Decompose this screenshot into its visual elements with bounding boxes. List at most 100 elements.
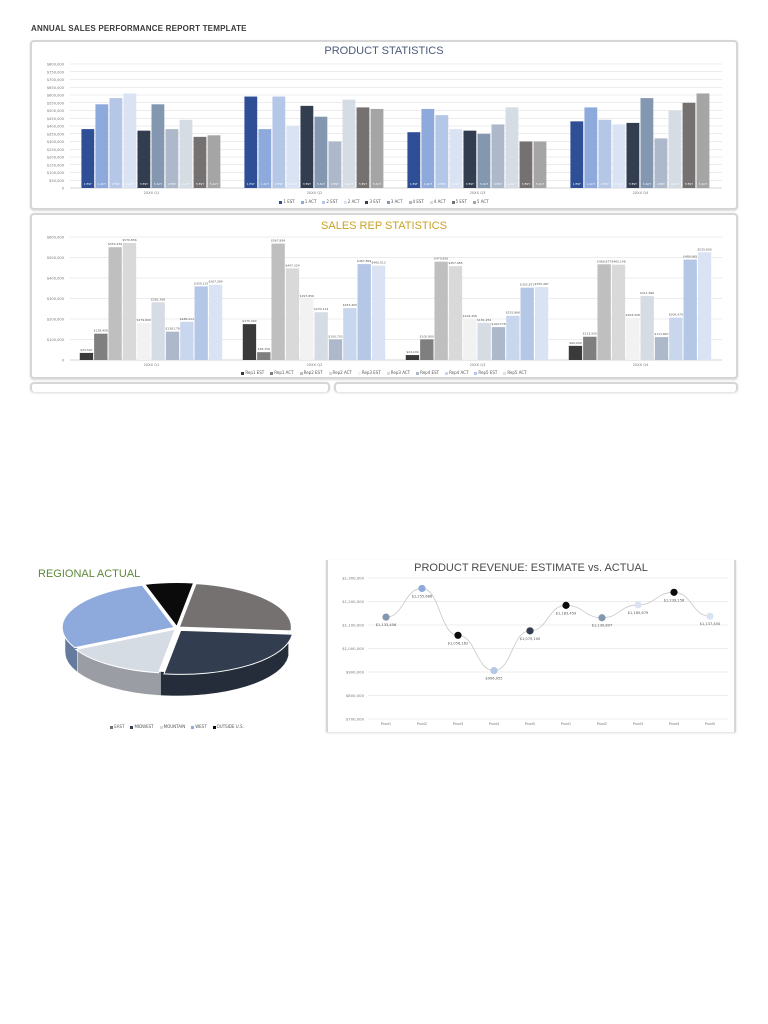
rep-legend-item: Rep3 EST bbox=[357, 370, 381, 375]
product-bar bbox=[165, 129, 179, 188]
rep-legend-swatch bbox=[503, 371, 507, 375]
revenue-series-line bbox=[385, 588, 711, 671]
product-bar bbox=[137, 130, 151, 188]
pie-slice bbox=[74, 628, 177, 674]
rep-bar bbox=[626, 318, 640, 360]
product-bar-inner-label: 4 ACT bbox=[345, 182, 353, 186]
rep-data-label: $465,148 bbox=[611, 260, 625, 264]
revenue-x-tick-label: Prod5 bbox=[705, 722, 715, 726]
product-bar-inner-label: 4 EST bbox=[657, 182, 665, 186]
product-bar bbox=[342, 99, 356, 188]
rep-data-label: $570,856 bbox=[122, 238, 136, 242]
product-bar bbox=[682, 102, 696, 188]
rep-legend-item: Rep1 EST bbox=[241, 370, 264, 375]
revenue-point bbox=[526, 627, 534, 635]
rep-data-label: $281,569 bbox=[151, 297, 165, 301]
pie-slice bbox=[163, 629, 293, 675]
pie-slice bbox=[61, 584, 176, 649]
product-bar bbox=[654, 138, 668, 188]
rep-bar bbox=[491, 327, 506, 360]
revenue-point bbox=[382, 613, 390, 621]
rep-category-label: 20XX Q3 bbox=[470, 363, 486, 367]
product-legend-label: 1 EST bbox=[283, 199, 295, 204]
rep-y-tick-label: $200,000 bbox=[47, 318, 65, 322]
product-bar-inner-label: 4 ACT bbox=[508, 182, 516, 186]
rep-data-label: $24,100 bbox=[406, 350, 418, 354]
product-legend-item: 4 EST bbox=[408, 199, 424, 204]
product-y-tick-label: 0 bbox=[62, 187, 65, 191]
product-y-tick-label: $250,000 bbox=[47, 148, 65, 152]
rep-data-label: $34,567 bbox=[80, 348, 92, 352]
product-y-tick-label: $450,000 bbox=[47, 117, 65, 121]
product-bar-inner-label: 4 EST bbox=[331, 182, 339, 186]
product-bar-inner-label: 1 ACT bbox=[98, 182, 106, 186]
regional-actual-title: REGIONAL ACTUAL bbox=[38, 568, 141, 580]
product-bar bbox=[696, 93, 710, 188]
rep-data-label: $128,456 bbox=[94, 329, 108, 333]
product-bar bbox=[244, 96, 258, 188]
pie-slice bbox=[178, 583, 292, 632]
revenue-y-tick-label: $800,000 bbox=[346, 693, 365, 698]
pie-legend-label: MIDWEST bbox=[134, 724, 154, 729]
product-bar-inner-label: 2 EST bbox=[112, 182, 120, 186]
product-bar-inner-label: 2 ACT bbox=[615, 182, 623, 186]
rep-legend-item: Rep5 EST bbox=[474, 370, 497, 375]
rep-bar bbox=[463, 319, 477, 360]
rep-data-label: $467,899 bbox=[357, 259, 371, 263]
product-bar-inner-label: 2 ACT bbox=[452, 182, 460, 186]
rep-bar bbox=[165, 331, 180, 360]
revenue-point-label: $1,183,459 bbox=[556, 611, 577, 615]
rep-data-label: $233,114 bbox=[314, 307, 328, 311]
product-bar bbox=[519, 141, 533, 188]
revenue-x-tick-label: Prod3 bbox=[633, 722, 643, 726]
rep-bar bbox=[697, 252, 712, 360]
product-bar bbox=[179, 119, 193, 188]
partial-panel-left bbox=[30, 382, 330, 392]
product-bar-inner-label: 5 ACT bbox=[210, 182, 218, 186]
rep-data-label: $457,985 bbox=[448, 261, 462, 265]
rep-legend-label: Rep5 ACT bbox=[507, 370, 527, 375]
revenue-x-tick-label: Prod2 bbox=[597, 722, 607, 726]
product-bar bbox=[370, 108, 384, 188]
rep-bar bbox=[271, 243, 285, 360]
product-y-tick-label: $400,000 bbox=[47, 125, 65, 129]
product-legend-label: 4 EST bbox=[412, 199, 424, 204]
rep-data-label: $253,465 bbox=[343, 303, 357, 307]
revenue-y-tick-label: $1,300,000 bbox=[342, 576, 364, 581]
product-legend-swatch bbox=[429, 200, 433, 204]
product-y-tick-label: $700,000 bbox=[47, 78, 65, 82]
product-category-label: 20XX Q3 bbox=[470, 191, 486, 195]
pie-legend-label: MOUNTAIN bbox=[163, 724, 186, 729]
rep-bar bbox=[137, 323, 151, 360]
rep-bar bbox=[640, 296, 654, 360]
rep-bar bbox=[194, 286, 208, 360]
product-bar-inner-label: 2 ACT bbox=[126, 182, 134, 186]
product-bar-inner-label: 2 EST bbox=[601, 182, 609, 186]
product-y-tick-label: $550,000 bbox=[47, 101, 65, 105]
product-bar-inner-label: 3 EST bbox=[629, 182, 637, 186]
rep-legend-swatch bbox=[270, 371, 274, 375]
pie-legend-swatch bbox=[159, 725, 163, 729]
rep-bar bbox=[506, 315, 520, 360]
pie-legend-item: WEST bbox=[191, 724, 207, 729]
rep-bar bbox=[285, 268, 300, 360]
product-statistics-title: PRODUCT STATISTICS bbox=[324, 45, 444, 57]
rep-legend-item: Rep2 EST bbox=[299, 370, 323, 375]
product-legend-swatch bbox=[472, 200, 476, 204]
rep-legend-item: Rep2 ACT bbox=[328, 370, 352, 375]
product-bar bbox=[612, 124, 626, 188]
regional-actual-legend: EAST MIDWEST MOUNTAIN WEST OUTSIDE U.S. bbox=[30, 724, 324, 729]
rep-data-label: $100,703 bbox=[328, 334, 342, 338]
rep-bar bbox=[371, 265, 386, 360]
rep-legend-swatch bbox=[328, 371, 332, 375]
rep-category-label: 20XX Q2 bbox=[307, 363, 323, 367]
rep-legend-label: Rep3 ACT bbox=[390, 370, 411, 375]
product-legend-swatch bbox=[300, 200, 304, 204]
pie-legend-item: MIDWEST bbox=[130, 724, 154, 729]
rep-legend-swatch bbox=[357, 371, 361, 375]
product-revenue-chart: $1,300,000 $1,200,000 $1,100,000 $1,000,000… bbox=[342, 576, 728, 726]
rep-data-label: $38,156 bbox=[258, 347, 270, 351]
product-legend-swatch bbox=[408, 200, 412, 204]
product-legend-swatch bbox=[386, 200, 390, 204]
rep-bar bbox=[568, 345, 583, 360]
